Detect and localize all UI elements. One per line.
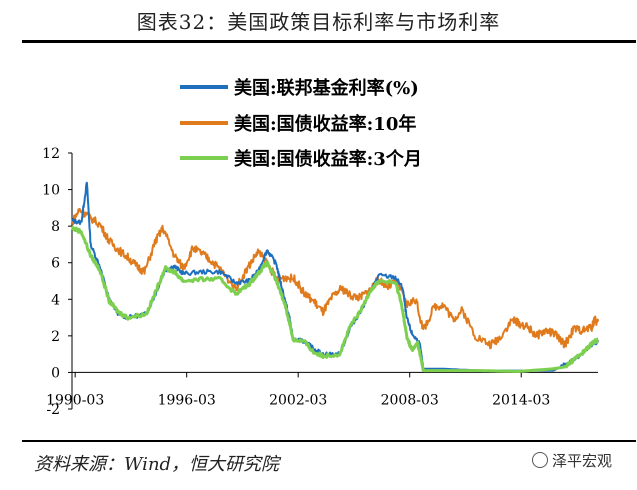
- y-tick-label: 4: [51, 292, 60, 308]
- chart-lines: [70, 181, 600, 373]
- y-tick-label: 2: [51, 329, 60, 345]
- y-tick-label: -2: [46, 402, 60, 418]
- x-tick-label: 1990-03: [46, 392, 104, 408]
- title-rule: [22, 40, 636, 43]
- x-tick-label: 2008-03: [381, 392, 439, 408]
- legend-label-2: 美国:国债收益率:3个月: [234, 148, 422, 170]
- wechat-icon: [532, 452, 548, 468]
- watermark-text: 泽平宏观: [552, 452, 613, 470]
- legend-label-0: 美国:联邦基金利率(%): [234, 77, 419, 99]
- series-line-0: [71, 181, 599, 372]
- chart: -2 0 2 4 6 8 10 12 1990-03 1996-03 2002-03 2008-03 2…: [42, 77, 600, 418]
- y-tick-label: 12: [42, 146, 60, 162]
- watermark: 泽平宏观: [532, 450, 612, 471]
- series-line-2: [70, 225, 600, 373]
- x-tick-label: 2002-03: [269, 392, 327, 408]
- chart-axes: -2 0 2 4 6 8 10 12 1990-03 1996-03 2002-03 2008-03 2…: [42, 146, 598, 418]
- y-tick-label: 0: [51, 365, 60, 381]
- x-tick-label: 1996-03: [158, 392, 216, 408]
- chart-title: 图表32：美国政策目标利率与市场利率: [136, 10, 501, 34]
- y-tick-label: 8: [51, 219, 60, 235]
- source-note: 资料来源：Wind，恒大研究院: [34, 454, 280, 475]
- legend-label-1: 美国:国债收益率:10年: [234, 113, 416, 135]
- y-tick-label: 10: [42, 183, 60, 199]
- footer-rule: [22, 440, 636, 442]
- x-tick-label: 2014-03: [492, 392, 550, 408]
- series-line-1: [71, 208, 599, 350]
- y-tick-label: 6: [51, 256, 60, 272]
